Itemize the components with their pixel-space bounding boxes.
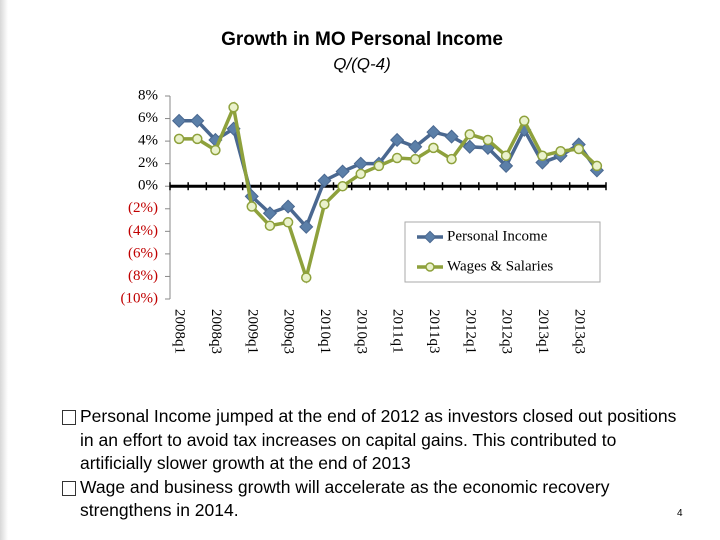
marker [335,164,350,179]
marker [462,139,477,154]
marker [282,217,294,228]
bullet-list: Personal Income jumped at the end of 201… [62,405,692,523]
x-tick-label: 2012q3 [499,309,515,354]
chart-title: Growth in MO Personal Income [221,29,503,50]
chart-subtitle: Q/(Q-4) [333,54,391,73]
y-tick-label: (6%) [128,245,158,261]
marker [426,125,441,140]
marker [355,168,366,180]
legend-marker [425,262,435,272]
marker [591,160,603,172]
bullet-text: Personal Income jumped at the end of 201… [80,406,677,473]
marker [391,152,403,164]
legend-label: Wages & Salaries [447,258,553,274]
marker [262,206,277,221]
bullet-text: Wage and business growth will accelerate… [80,476,610,521]
y-tick-label: (2%) [128,200,158,216]
marker [500,150,512,162]
x-tick-label: 2008q1 [172,309,188,354]
y-tick-label: 2% [138,155,158,171]
x-tick-label: 2012q1 [462,309,478,354]
y-tick-label: (4%) [128,223,158,239]
marker [499,158,514,173]
chart: Growth in MO Personal Income Q/(Q-4) 8% 6… [121,29,607,354]
marker [408,139,423,154]
y-tick-label: (10%) [121,290,159,306]
bullet-box [62,480,76,496]
x-tick-label: 2013q1 [535,309,551,354]
marker [428,142,439,154]
x-tick-label: 2008q3 [208,309,224,354]
marker [264,220,276,231]
marker [410,153,421,165]
legend-label: Personal Income [447,228,548,244]
marker [482,134,494,146]
marker [172,113,187,128]
legend-box [404,221,601,283]
marker [317,173,332,188]
legend-marker [423,230,437,244]
x-tick-label: 2009q1 [244,309,260,354]
marker [555,146,566,157]
y-tick-label: 8% [138,87,158,103]
marker [373,160,385,172]
marker [299,219,314,234]
x-tick-label: 2009q3 [281,309,297,354]
marker [228,102,239,113]
marker [464,129,475,140]
marker [390,132,405,148]
marker [192,133,203,145]
y-tick-label: (8%) [128,268,158,284]
x-tick-label: 2011q3 [426,309,442,353]
marker [337,180,348,192]
marker [446,153,457,165]
y-tick-label: 6% [138,110,158,126]
x-tick-label: 2011q1 [390,309,406,353]
marker [537,150,548,162]
page-number: 4 [677,508,683,519]
y-tick-label: 4% [138,133,158,149]
marker [246,201,257,212]
bullet: Wage and business growth will accelerate… [62,476,692,523]
x-tick-label: 2013q3 [571,309,587,354]
x-tick-label: 2010q1 [317,309,333,354]
marker [281,199,296,214]
marker [301,272,312,283]
marker [519,115,530,127]
bullet-box [62,410,76,425]
marker [190,113,205,128]
marker [319,199,330,210]
slide-edge [0,0,8,540]
marker [210,144,221,156]
x-tick-label: 2010q3 [353,309,369,354]
bullet: Personal Income jumped at the end of 201… [62,405,692,476]
series-line [179,101,599,284]
marker [444,129,459,144]
marker [353,156,368,171]
marker [573,143,584,155]
marker [173,133,185,145]
y-tick-label: 0% [138,178,158,194]
